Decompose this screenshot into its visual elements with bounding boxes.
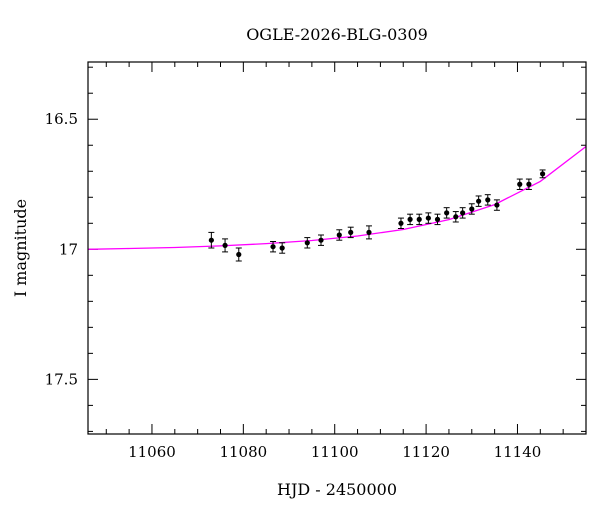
data-marker [279, 245, 285, 251]
x-tick-label: 11140 [494, 443, 542, 461]
data-point [539, 169, 546, 179]
data-point [475, 195, 482, 207]
data-marker [208, 237, 214, 243]
data-marker [398, 220, 404, 226]
data-point [397, 217, 404, 229]
data-point [347, 226, 354, 239]
x-tick-label: 11100 [311, 443, 359, 461]
data-marker [222, 242, 228, 248]
data-point [425, 212, 432, 224]
data-point [208, 231, 215, 249]
data-point [484, 194, 491, 206]
x-tick-label: 11060 [128, 443, 176, 461]
data-marker [416, 216, 422, 222]
data-marker [460, 210, 466, 216]
y-tick-label: 16.5 [45, 110, 78, 128]
data-marker [476, 198, 482, 204]
y-tick-label: 17 [59, 240, 78, 258]
data-marker [526, 181, 532, 187]
data-marker [236, 251, 242, 258]
data-marker [304, 240, 310, 246]
data-point [318, 234, 325, 246]
plot-frame [87, 61, 587, 435]
data-point [443, 207, 450, 219]
data-point [468, 203, 475, 215]
data-point [365, 225, 372, 240]
data-point [459, 207, 466, 219]
data-marker [517, 181, 523, 187]
data-marker [318, 237, 324, 243]
data-marker [444, 210, 450, 216]
data-point [304, 237, 311, 249]
x-axis-label: HJD - 2450000 [277, 480, 397, 499]
data-marker [407, 216, 413, 222]
data-point [279, 242, 286, 254]
x-tick-label: 11080 [219, 443, 267, 461]
data-marker [469, 206, 475, 212]
data-point [525, 178, 532, 190]
data-point [516, 178, 523, 190]
x-tick-label: 11120 [402, 443, 450, 461]
data-point [416, 213, 423, 226]
data-marker [336, 232, 342, 238]
data-point [407, 213, 414, 226]
data-point [235, 247, 242, 262]
data-marker [366, 229, 372, 235]
y-tick-label: 17.5 [45, 370, 78, 388]
data-point [493, 199, 500, 211]
tick-marks [88, 62, 586, 434]
data-points [208, 169, 546, 262]
data-marker [270, 244, 276, 250]
plot-area [87, 145, 587, 262]
data-marker [453, 214, 459, 220]
data-marker [425, 215, 431, 221]
data-marker [494, 202, 500, 208]
data-point [336, 229, 343, 241]
data-point [452, 211, 459, 223]
data-marker [539, 171, 546, 177]
y-tick-labels: 16.5 17 17.5 [45, 110, 78, 388]
data-point [434, 213, 441, 226]
data-point [222, 238, 229, 253]
model-curve [87, 145, 587, 250]
data-marker [348, 229, 354, 235]
data-marker [434, 216, 441, 222]
data-point [270, 240, 277, 253]
data-marker [485, 197, 491, 203]
chart-title: OGLE-2026-BLG-0309 [246, 25, 428, 44]
x-tick-labels: 11060 11080 11100 11120 11140 [128, 443, 541, 461]
y-axis-label: I magnitude [11, 199, 30, 297]
